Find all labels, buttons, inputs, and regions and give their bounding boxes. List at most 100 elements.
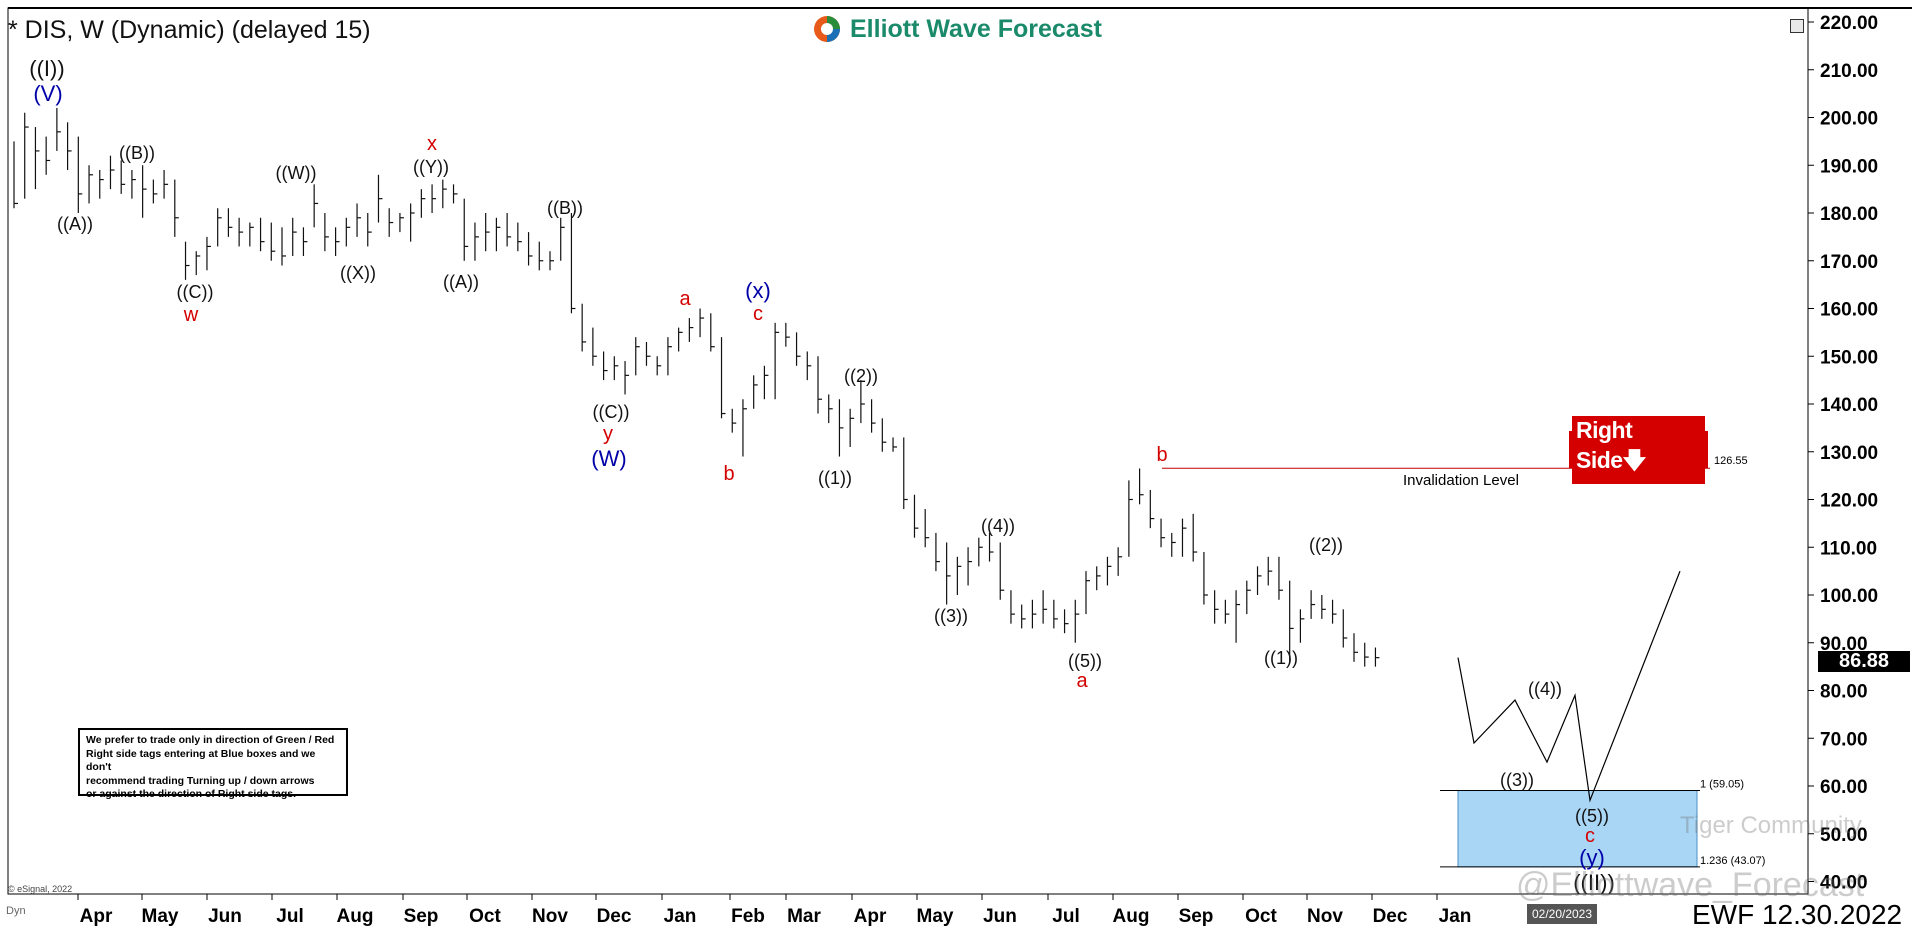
price-bars xyxy=(13,107,1380,667)
wave-label: ((A)) xyxy=(57,214,93,234)
y-tick-label: 50.00 xyxy=(1820,825,1868,846)
arrow-down-icon: 🡇 xyxy=(1622,446,1647,473)
note-line: recommend trading Turning up / down arro… xyxy=(86,774,315,787)
x-tick-label: Dec xyxy=(1373,906,1408,927)
y-tick-label: 150.00 xyxy=(1820,347,1878,368)
chart-menu-icon[interactable] xyxy=(1790,19,1804,33)
wave-label: ((II)) xyxy=(1573,870,1615,895)
elliott-wave-logo: Elliott Wave Forecast xyxy=(812,14,1102,44)
wave-label: ((3)) xyxy=(1500,770,1534,790)
invalidation-label: Invalidation Level xyxy=(1403,472,1519,489)
x-tick-label: May xyxy=(142,906,179,927)
x-tick-label: Apr xyxy=(854,906,887,927)
wave-label: ((X)) xyxy=(340,263,376,283)
wave-label: x xyxy=(427,133,437,155)
x-tick-label: Aug xyxy=(337,906,374,927)
y-tick-label: 190.00 xyxy=(1820,156,1878,177)
x-tick-label: Oct xyxy=(1245,906,1277,927)
chart-frame xyxy=(7,7,1912,895)
y-tick-label: 170.00 xyxy=(1820,252,1878,273)
y-tick-label: 100.00 xyxy=(1820,586,1878,607)
ewf-date-stamp: EWF 12.30.2022 xyxy=(1692,899,1903,930)
invalidation-price-label: 126.55 xyxy=(1714,455,1748,467)
chart-title: * DIS, W (Dynamic) (delayed 15) xyxy=(8,16,371,44)
wave-label: ((5)) xyxy=(1575,806,1609,826)
fib-100-label: 1 (59.05) xyxy=(1700,779,1744,791)
x-axis: Apr May Jun Jul Aug Sep Oct Nov Dec Jan Feb Mar Apr M… xyxy=(77,894,1472,927)
target-blue-box xyxy=(1457,790,1698,868)
x-tick-label: Nov xyxy=(1307,906,1343,927)
note-line: or against the direction of Right side t… xyxy=(86,788,297,800)
wave-label: ((1)) xyxy=(1264,648,1298,668)
wave-label: (V) xyxy=(33,81,62,106)
wave-label: ((Y)) xyxy=(413,157,449,177)
wave-label: ((3)) xyxy=(934,606,968,626)
x-tick-label: May xyxy=(917,906,954,927)
y-tick-label: 180.00 xyxy=(1820,204,1878,225)
x-tick-label: Aug xyxy=(1113,906,1150,927)
wave-label: ((B)) xyxy=(547,198,583,218)
wave-label: (W) xyxy=(591,446,626,471)
y-tick-label: 60.00 xyxy=(1820,777,1868,798)
wave-label: ((B)) xyxy=(119,143,155,163)
wave-label: ((4)) xyxy=(1528,679,1562,699)
note-line: Right side tags entering at Blue boxes a… xyxy=(86,747,316,774)
cursor-date-tag: 02/20/2023 xyxy=(1527,904,1597,924)
fib-1236-label: 1.236 (43.07) xyxy=(1700,855,1765,867)
wave-label: ((A)) xyxy=(443,272,479,292)
x-tick-label: Jan xyxy=(1439,906,1472,927)
x-tick-label: Jul xyxy=(276,906,303,927)
y-tick-label: 160.00 xyxy=(1820,300,1878,321)
wave-label: b xyxy=(1156,444,1167,466)
wave-label: ((4)) xyxy=(981,516,1015,536)
y-tick-label: 40.00 xyxy=(1820,873,1868,894)
y-tick-label: 80.00 xyxy=(1820,682,1868,703)
dynamic-mode-label: Dyn xyxy=(6,905,26,917)
x-tick-label: Mar xyxy=(787,906,821,927)
x-tick-label: Dec xyxy=(597,906,632,927)
wave-label: ((C)) xyxy=(593,402,630,422)
right-side-badge: Right Side🡇 xyxy=(1569,415,1708,484)
x-tick-label: Oct xyxy=(469,906,501,927)
note-line: We prefer to trade only in direction of … xyxy=(86,734,335,746)
x-tick-label: Jun xyxy=(983,906,1017,927)
projected-wave-path xyxy=(1457,570,1681,803)
right-side-label: Right Side xyxy=(1576,416,1633,473)
tiger-community-watermark: Tiger Community xyxy=(1680,812,1862,839)
y-tick-label: 220.00 xyxy=(1820,13,1878,34)
x-tick-label: Sep xyxy=(1179,906,1214,927)
trading-note: We prefer to trade only in direction of … xyxy=(78,728,348,800)
x-tick-label: Sep xyxy=(404,906,439,927)
y-axis: 220.00 210.00 200.00 190.00 180.00 170.00 160.… xyxy=(1808,13,1878,894)
y-tick-label: 130.00 xyxy=(1820,443,1878,464)
wave-label: a xyxy=(1076,670,1088,692)
x-tick-label: Feb xyxy=(731,906,765,927)
wave-label: ((W)) xyxy=(276,163,317,183)
x-tick-label: Nov xyxy=(532,906,568,927)
handle-watermark: @Elliottwave_Forecast xyxy=(1516,866,1865,904)
wave-label: b xyxy=(723,463,734,485)
y-tick-label: 90.00 xyxy=(1820,634,1868,655)
x-tick-label: Apr xyxy=(80,906,113,927)
last-price-tag: 86.88 xyxy=(1818,650,1910,672)
wave-labels: ((I))(V)((A))((B))((C))w((W))((X))x((Y))… xyxy=(29,56,1614,895)
wave-label: w xyxy=(183,304,199,326)
logo-swirl-icon xyxy=(814,16,840,42)
y-tick-label: 120.00 xyxy=(1820,491,1878,512)
wave-label: a xyxy=(679,288,691,310)
wave-label: ((5)) xyxy=(1068,651,1102,671)
x-tick-label: Jun xyxy=(208,906,242,927)
wave-label: y xyxy=(603,423,613,445)
x-tick-label: Jul xyxy=(1052,906,1079,927)
esignal-copyright: © eSignal, 2022 xyxy=(8,884,73,894)
projection-path xyxy=(1457,570,1681,803)
x-tick-label: Jan xyxy=(664,906,697,927)
y-tick-label: 110.00 xyxy=(1820,538,1877,559)
wave-label: (y) xyxy=(1579,845,1605,870)
wave-label: (x) xyxy=(745,278,771,303)
wave-label: ((1)) xyxy=(818,468,852,488)
target-box-layer: 1 (59.05) 1.236 (43.07) Invalidation Level… xyxy=(1162,455,1765,868)
wave-label: ((2)) xyxy=(844,366,878,386)
wave-label: c xyxy=(753,303,763,325)
